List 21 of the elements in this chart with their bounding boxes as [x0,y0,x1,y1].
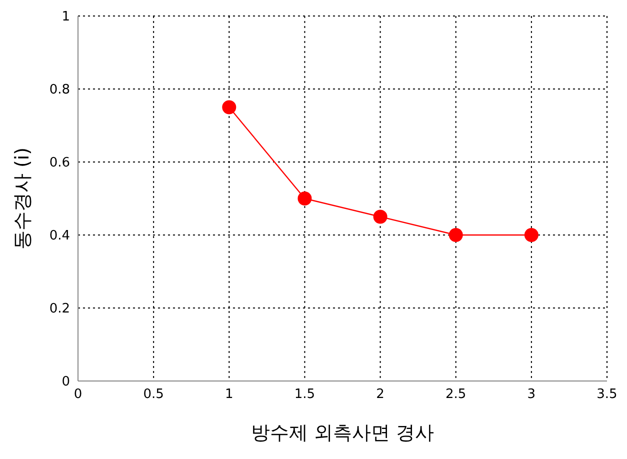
x-tick-label: 0.5 [143,387,164,402]
point [373,210,388,224]
point [524,228,538,242]
y-axis-title: 동수경사 (i) [12,147,34,250]
x-tick-label: 2.5 [446,387,466,402]
y-tick-label: 0.4 [49,228,70,244]
x-tick-label: 1 [225,387,234,402]
point [448,228,463,242]
y-tick-label: 0 [62,374,70,390]
y-tick-label: 1 [62,10,70,25]
x-axis-title: 방수제 외측사면 경사 [250,422,434,444]
x-tick-label: 1.5 [294,387,316,402]
point [222,100,236,114]
x-tick-label: 2 [376,387,384,402]
y-tick-label: 0.6 [49,156,70,171]
x-tick-label: 0 [74,387,82,402]
x-tick-label: 3.5 [596,387,618,402]
point [298,192,312,206]
x-tick-label: 3 [527,387,536,402]
y-tick-label: 0.2 [49,302,70,317]
y-tick-label: 0.8 [49,82,70,98]
